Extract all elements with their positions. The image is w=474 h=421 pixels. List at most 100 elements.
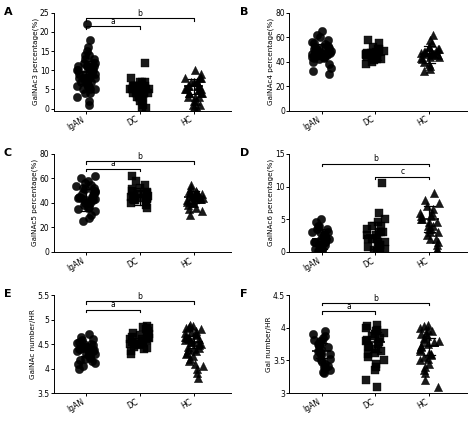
Point (193, 187, 201, 194)
Point (188, 78, 195, 85)
Point (196, 75, 204, 81)
Point (428, 213, 435, 219)
Point (320, 364, 328, 370)
Point (182, 86, 190, 93)
Point (315, 347, 323, 354)
Point (312, 219, 320, 226)
Text: b: b (137, 292, 142, 301)
Point (128, 351, 135, 357)
Point (374, 248, 381, 255)
Point (131, 82, 138, 89)
Point (187, 181, 195, 188)
Point (314, 347, 322, 354)
Point (429, 31, 437, 38)
Point (128, 333, 135, 340)
Point (362, 51, 370, 58)
Point (197, 326, 205, 333)
Point (184, 202, 192, 209)
Point (85, 349, 92, 356)
Point (368, 235, 375, 242)
Point (363, 325, 370, 331)
Point (88, 67, 95, 74)
Point (375, 47, 383, 54)
Point (426, 63, 434, 70)
Point (426, 66, 434, 72)
Point (187, 212, 194, 218)
Point (184, 94, 191, 101)
Point (73, 340, 81, 346)
Point (81, 51, 88, 58)
Point (78, 78, 85, 85)
Point (375, 46, 383, 53)
Point (140, 86, 147, 93)
Point (134, 191, 142, 197)
Point (420, 336, 428, 343)
Point (319, 334, 327, 341)
Point (380, 229, 387, 236)
Point (129, 90, 137, 96)
Point (376, 242, 384, 249)
Point (434, 229, 441, 236)
Point (373, 345, 380, 352)
Point (435, 53, 443, 60)
Point (189, 200, 196, 206)
Point (141, 78, 148, 85)
Point (74, 195, 82, 201)
Point (316, 338, 323, 344)
Point (426, 36, 433, 43)
Point (79, 363, 86, 370)
Point (428, 209, 436, 216)
Point (427, 235, 434, 242)
Point (88, 71, 95, 77)
Point (417, 347, 424, 354)
Point (89, 67, 96, 74)
Point (138, 86, 146, 93)
Point (372, 52, 379, 59)
Point (422, 330, 429, 336)
Point (91, 208, 99, 215)
Point (74, 360, 82, 367)
Point (425, 226, 433, 232)
Point (88, 71, 96, 77)
Point (381, 216, 389, 223)
Point (182, 351, 190, 357)
Point (417, 344, 424, 351)
Point (137, 195, 145, 201)
Point (419, 56, 426, 62)
Point (197, 341, 205, 347)
Point (74, 67, 82, 74)
Point (317, 352, 325, 359)
Point (182, 333, 189, 340)
Point (189, 101, 197, 108)
Point (373, 328, 380, 334)
Point (424, 321, 432, 328)
Point (421, 370, 429, 377)
Point (192, 328, 200, 334)
Point (425, 349, 432, 356)
Point (185, 90, 192, 96)
Point (81, 90, 89, 96)
Point (365, 354, 372, 360)
Point (434, 219, 441, 226)
Point (423, 51, 430, 58)
Point (145, 335, 153, 341)
Point (188, 193, 196, 200)
Point (420, 58, 428, 65)
Point (313, 354, 321, 360)
Point (188, 192, 196, 199)
Point (91, 196, 99, 203)
Point (312, 239, 319, 245)
Point (427, 226, 435, 232)
Point (364, 343, 372, 349)
Point (435, 200, 443, 206)
Point (185, 324, 193, 330)
Point (381, 330, 388, 336)
Point (83, 63, 91, 70)
Point (376, 334, 384, 341)
Point (192, 204, 200, 211)
Point (313, 48, 321, 55)
Point (324, 48, 331, 55)
Point (138, 336, 146, 343)
Point (327, 47, 335, 54)
Point (416, 357, 424, 364)
